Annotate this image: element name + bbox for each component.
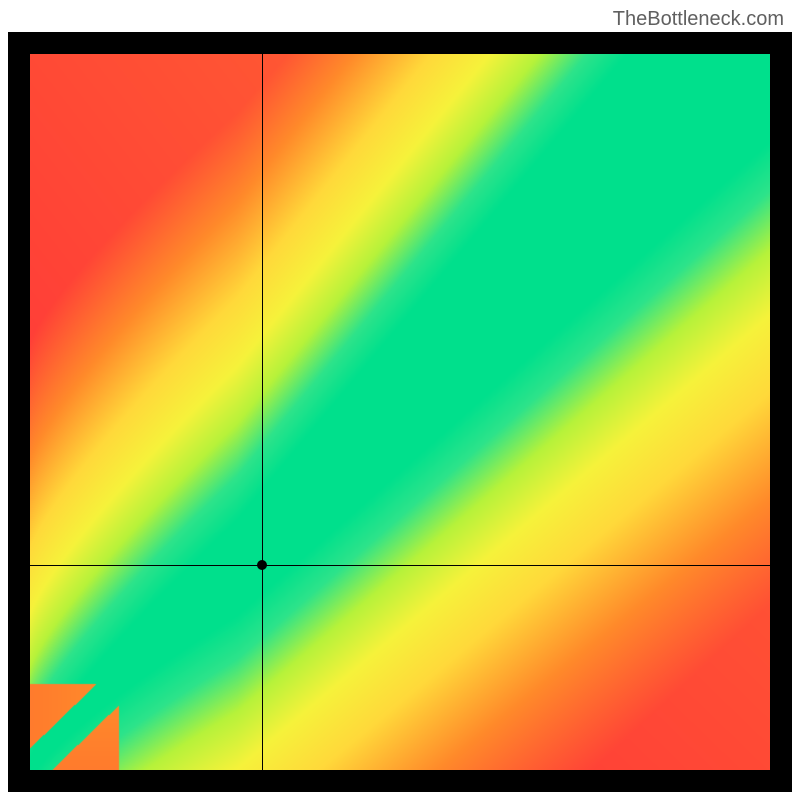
- crosshair-vertical: [262, 54, 263, 770]
- heatmap-canvas: [30, 54, 770, 770]
- chart-frame: [8, 32, 792, 792]
- crosshair-horizontal: [30, 565, 770, 566]
- watermark-text: TheBottleneck.com: [613, 8, 784, 31]
- data-point-marker: [257, 560, 267, 570]
- heatmap-plot: [30, 54, 770, 770]
